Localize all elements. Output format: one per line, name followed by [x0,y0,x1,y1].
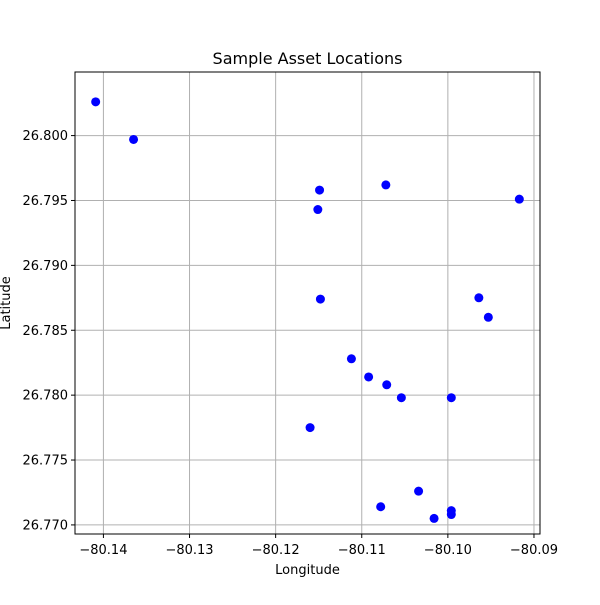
data-point [446,510,456,520]
y-axis-label: Latitude [0,276,14,330]
x-tick-label: −80.13 [165,543,213,558]
data-point [346,354,356,364]
plot-frame [74,71,541,535]
chart-title: Sample Asset Locations [213,49,403,68]
y-tick-label: 26.770 [23,518,69,533]
y-tick-label: 26.795 [23,194,69,209]
data-point [315,294,325,304]
data-point [514,194,524,204]
data-point [396,393,406,403]
data-point [313,205,323,215]
data-point [364,372,374,382]
x-tick-label: −80.09 [510,543,558,558]
data-point [91,97,101,107]
data-point [129,134,139,144]
grid [75,72,540,534]
data-points [91,97,524,523]
data-point [382,380,392,390]
x-axis-ticks: −80.14 −80.13 −80.12 −80.11 −80.10 −80.09 [79,534,558,558]
data-point [381,180,391,190]
data-point [414,486,424,496]
y-tick-label: 26.775 [23,454,69,469]
data-point [446,393,456,403]
data-point [483,312,493,322]
y-tick-label: 26.780 [23,389,69,404]
data-point [315,185,325,195]
data-point [429,513,439,523]
x-tick-label: −80.11 [338,543,386,558]
data-point [474,293,484,303]
y-axis-ticks: 26.770 26.775 26.780 26.785 26.790 26.795 26.8… [23,129,75,533]
y-tick-label: 26.790 [23,259,69,274]
x-tick-label: −80.14 [79,543,127,558]
x-axis-label: Longitude [275,563,340,578]
y-tick-label: 26.800 [23,129,69,144]
x-tick-label: −80.10 [424,543,472,558]
data-point [305,423,315,433]
y-tick-label: 26.785 [23,324,69,339]
data-point [376,502,386,512]
x-tick-label: −80.12 [252,543,300,558]
